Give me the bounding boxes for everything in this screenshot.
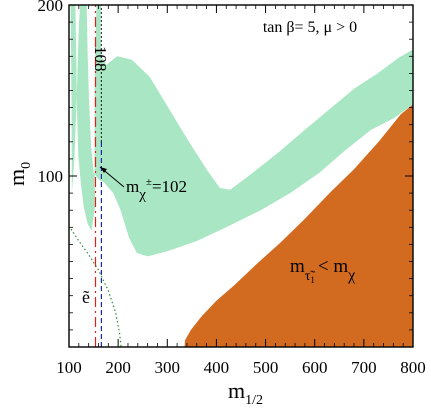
- x-tick-label: 400: [204, 358, 230, 377]
- param-annotation: tan β= 5, μ > 0: [263, 19, 357, 36]
- stau-label-rel: < m: [318, 256, 348, 277]
- stau-label-sub: τ̃: [305, 269, 316, 284]
- x-tick-label: 300: [155, 358, 181, 377]
- higgs-limit-label: 108: [91, 46, 110, 72]
- regions: [70, 5, 413, 347]
- x-tick-label: 200: [105, 358, 131, 377]
- stau-label-base: m: [290, 256, 305, 277]
- chargino-label-sup: ±: [146, 176, 152, 188]
- chargino-arrowhead: [100, 167, 107, 173]
- y-axis-title-base: m: [4, 169, 29, 186]
- x-axis-title-base: m: [228, 378, 245, 403]
- region-cosmologically-preferred: [70, 5, 413, 257]
- chargino-label-value: =102: [152, 177, 187, 196]
- y-tick-label: 100: [38, 167, 64, 186]
- chargino-label-base: m: [126, 177, 139, 196]
- y-tick-label: 200: [38, 0, 64, 15]
- selectron-label: ẽ: [82, 287, 90, 307]
- x-tick-label: 500: [253, 358, 279, 377]
- x-tick-label: 800: [400, 358, 426, 377]
- x-tick-label: 100: [56, 358, 82, 377]
- x-tick-label: 600: [302, 358, 328, 377]
- x-axis-title-sub: 1/2: [245, 393, 263, 408]
- line-selectron: [70, 228, 122, 347]
- x-tick-label: 700: [351, 358, 377, 377]
- tick-labels: 100 200 300 400 500 600 700 800 100 200: [38, 0, 426, 377]
- chargino-label-sub: χ: [138, 187, 146, 203]
- y-axis-title: m0: [4, 162, 34, 186]
- chargino-label: mχ±=102: [126, 176, 187, 203]
- stau-label: mτ̃1< mχ: [290, 256, 356, 285]
- y-axis-title-sub: 0: [19, 162, 34, 169]
- axis-ticks: [68, 4, 414, 348]
- constraint-lines: [70, 5, 122, 347]
- x-axis-title: m1/2: [228, 378, 263, 408]
- region-stau-lsp-excluded: [184, 104, 413, 347]
- stau-label-chi: χ: [347, 267, 356, 284]
- stau-label-sub-index: 1: [310, 275, 315, 285]
